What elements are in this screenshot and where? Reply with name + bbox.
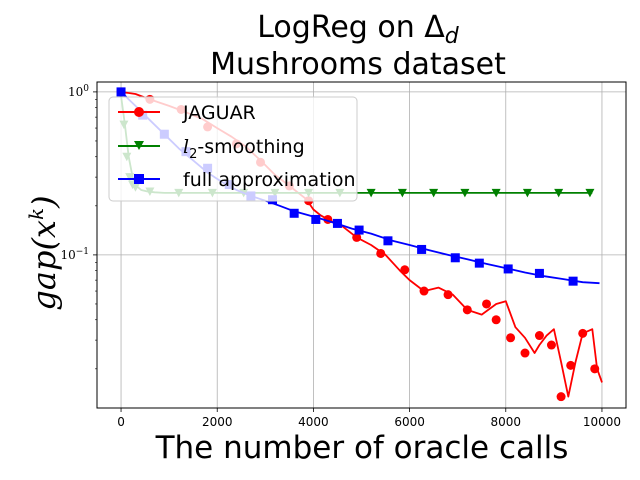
data-point <box>429 188 439 198</box>
data-point <box>400 265 410 275</box>
data-point <box>590 364 600 374</box>
data-point <box>397 188 407 198</box>
data-point <box>568 276 578 286</box>
data-point <box>419 286 429 296</box>
legend-box <box>108 96 358 202</box>
data-point <box>376 248 386 258</box>
x-axis-label: The number of oracle calls <box>155 430 569 466</box>
legend: JAGUAR l2-smoothing full approximation <box>108 96 358 202</box>
x-tick-label: 4000 <box>298 415 329 429</box>
data-point <box>352 232 362 242</box>
data-point <box>474 258 484 268</box>
data-point <box>503 264 513 274</box>
data-point <box>534 331 544 341</box>
y-axis-label: gap(xk) <box>24 195 63 310</box>
x-tick-label: 0 <box>117 415 125 429</box>
data-point <box>491 315 501 325</box>
legend-entry-l2-smoothing: l2-smoothing <box>118 136 305 162</box>
data-point <box>520 348 530 358</box>
x-tick-label: 8000 <box>490 415 521 429</box>
plot-frame <box>96 81 627 409</box>
data-point <box>366 188 376 198</box>
data-point <box>578 328 588 338</box>
legend-entry-full-approximation: full approximation <box>118 169 356 191</box>
legend-marker-jaguar <box>134 107 144 117</box>
data-point <box>566 360 576 370</box>
data-point <box>546 340 556 350</box>
data-point <box>383 236 393 246</box>
data-point <box>450 253 460 263</box>
legend-marker-full-approximation <box>134 174 144 184</box>
data-point <box>311 214 321 224</box>
data-point <box>491 188 501 198</box>
data-point <box>554 188 564 198</box>
data-point <box>482 299 492 309</box>
chart-title-line1: LogReg on Δd <box>257 10 460 49</box>
data-point <box>332 218 342 228</box>
data-point <box>534 268 544 278</box>
data-point <box>354 225 364 235</box>
x-tick-label: 6000 <box>394 415 425 429</box>
y-tick-label: 100 <box>68 84 89 99</box>
legend-label-l2-smoothing: l2-smoothing <box>183 136 305 162</box>
data-point <box>462 305 472 315</box>
data-point <box>460 188 470 198</box>
data-point <box>506 333 516 343</box>
data-point <box>522 188 532 198</box>
legend-label-jaguar: JAGUAR <box>182 102 256 124</box>
x-tick-label: 10000 <box>583 415 621 429</box>
ticks: 0 2000 4000 6000 8000 10000 100 10−1 <box>60 84 621 429</box>
data-point <box>289 208 299 218</box>
legend-marker-l2-smoothing <box>134 141 144 150</box>
legend-entry-jaguar: JAGUAR <box>118 102 256 124</box>
data-point <box>556 392 566 402</box>
data-point <box>417 244 427 254</box>
y-tick-label: 10−1 <box>60 247 89 262</box>
data-point <box>116 87 126 97</box>
data-point <box>443 290 453 300</box>
x-tick-label: 2000 <box>202 415 233 429</box>
legend-label-full-approximation: full approximation <box>183 169 356 191</box>
data-point <box>585 188 595 198</box>
chart-title-line2: Mushrooms dataset <box>210 47 506 82</box>
